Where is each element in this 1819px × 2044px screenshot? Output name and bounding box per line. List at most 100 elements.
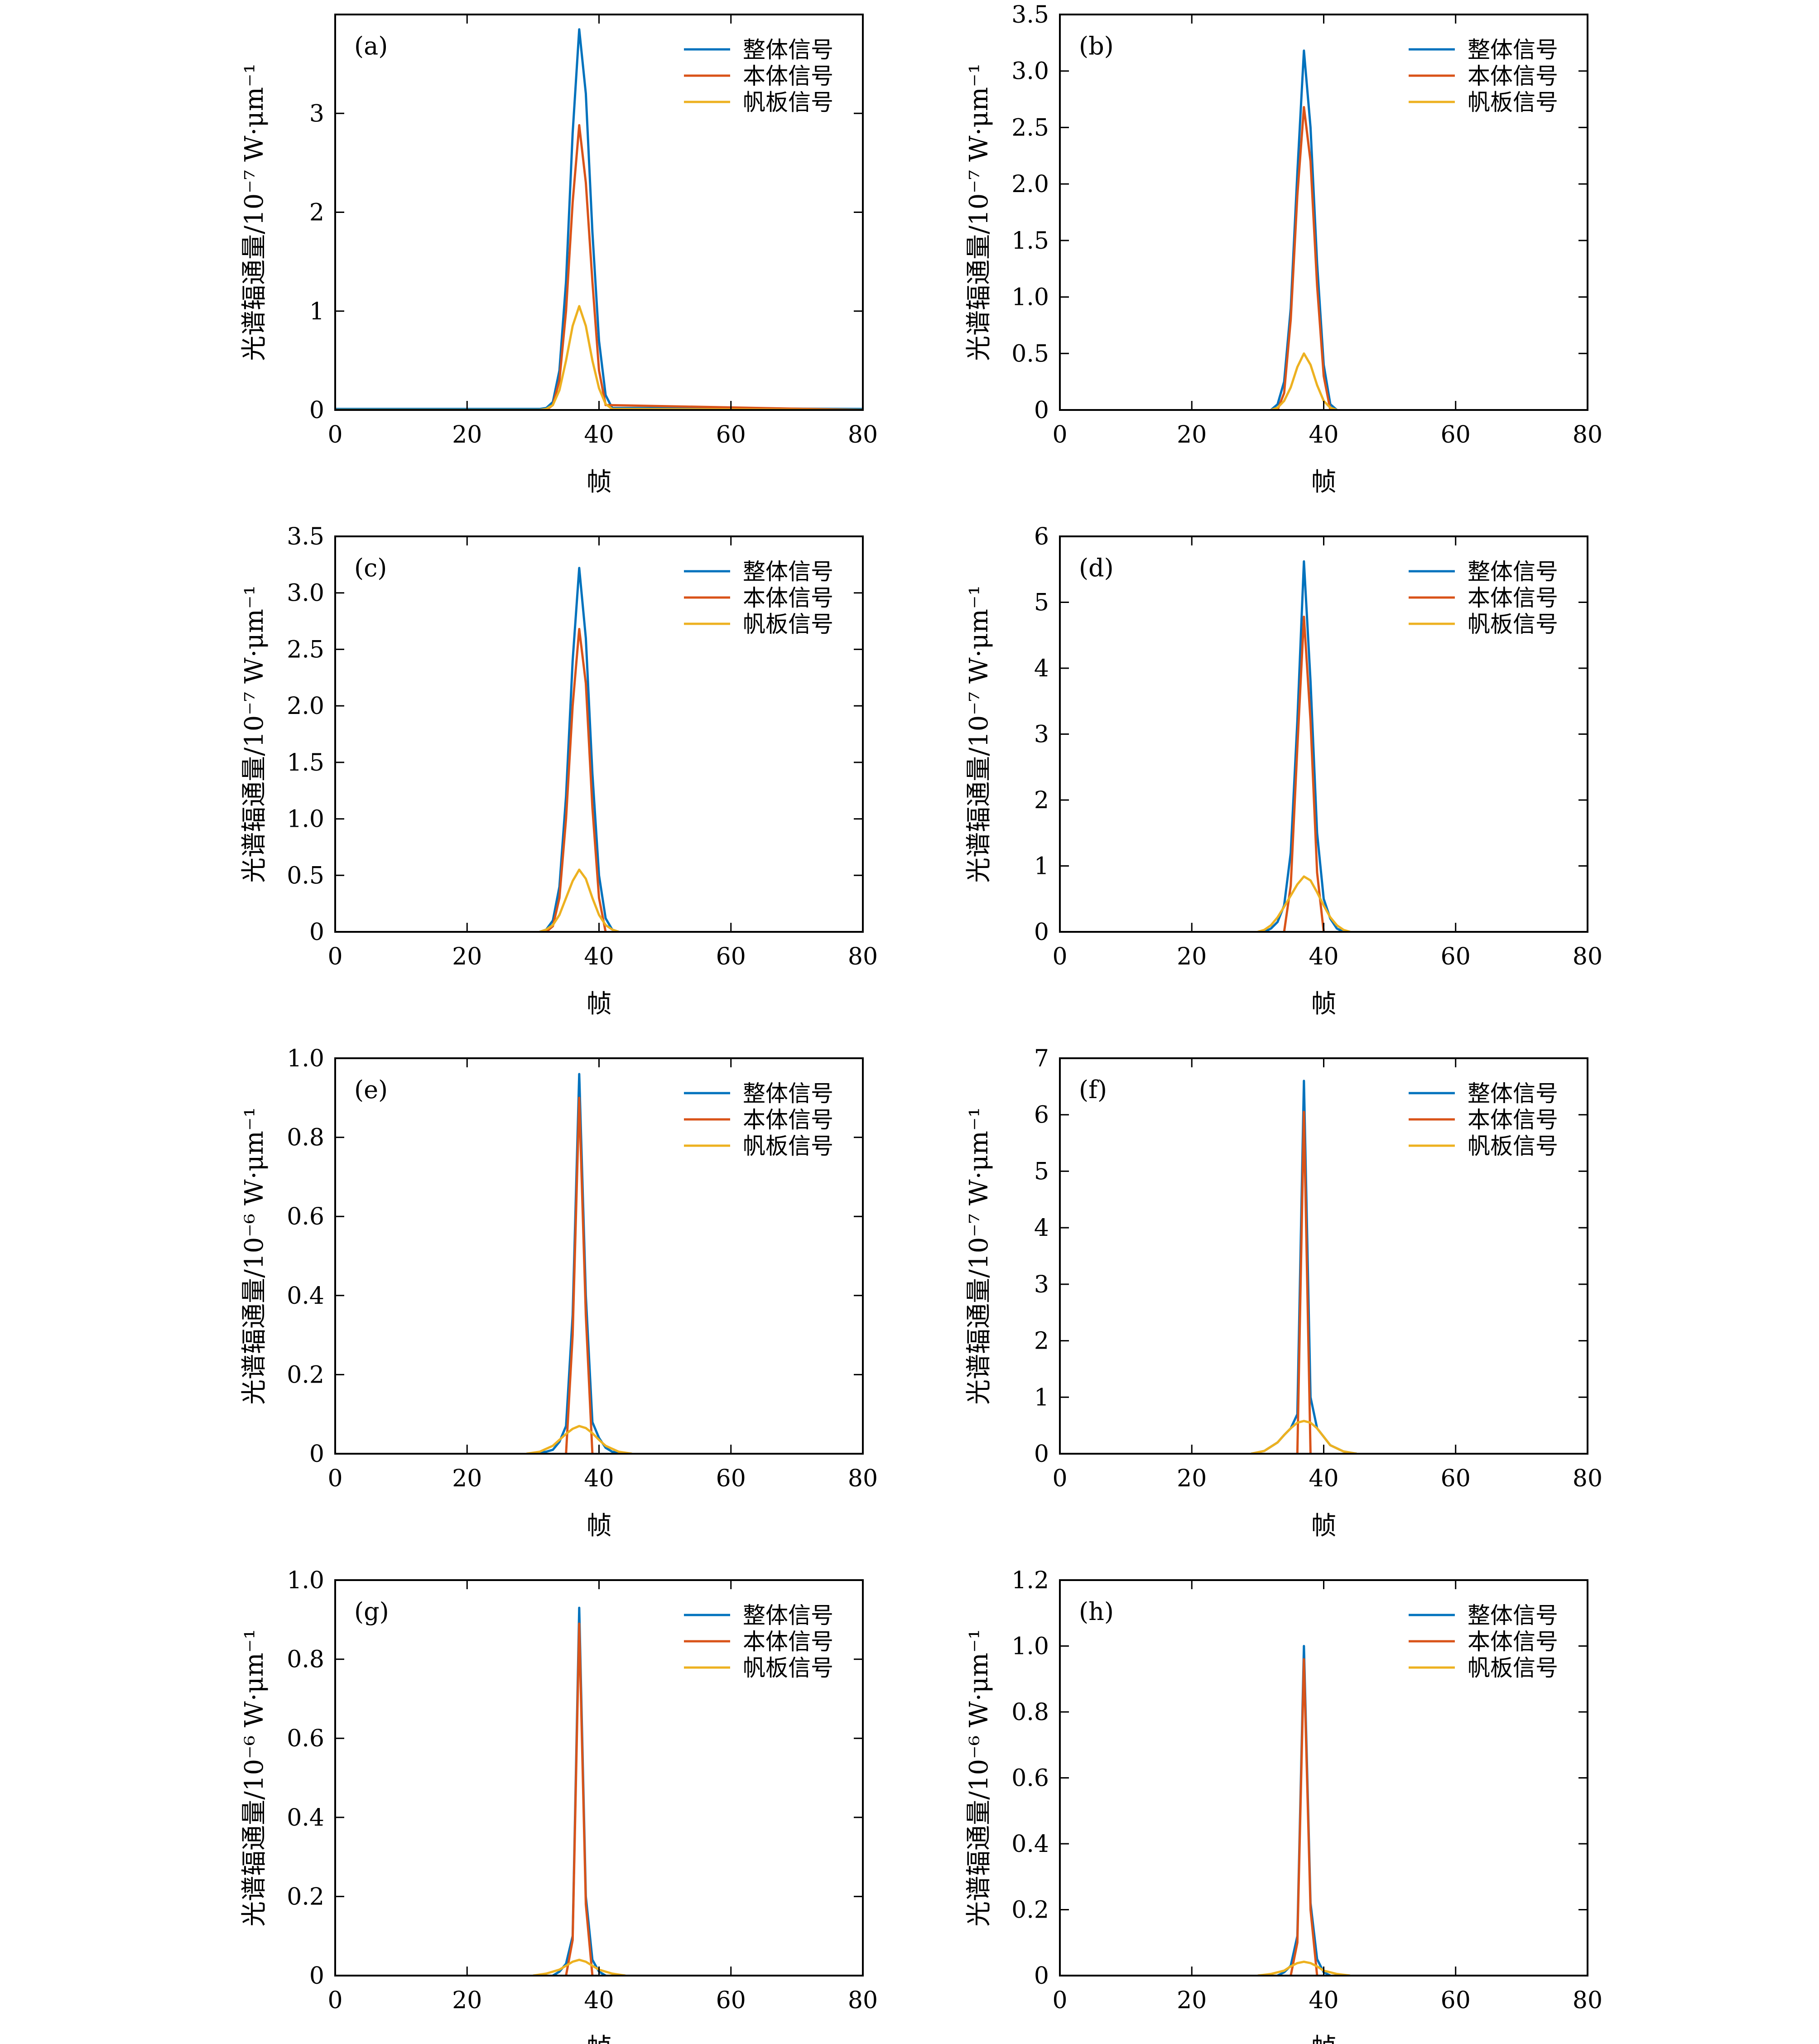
series-line (565, 1096, 594, 1454)
y-tick-label: 3.0 (287, 580, 324, 607)
series-lines (1251, 1080, 1357, 1454)
series-line (1283, 616, 1325, 932)
y-tick-label: 0.6 (1011, 1765, 1049, 1792)
series-line (539, 868, 620, 932)
x-tick-label: 60 (1441, 421, 1471, 448)
x-tick-label: 60 (1441, 1987, 1471, 2014)
y-axis-label: 光谱辐通量/10⁻⁷ W·μm⁻¹ (964, 63, 994, 361)
x-tick-label: 20 (1177, 1987, 1207, 2014)
x-axis-label: 帧 (587, 989, 612, 1019)
series-line (1270, 49, 1338, 410)
chart-panel: 0 20 40 60 80 0 0.2 0.4 0.6 0.8 1.0 帧 光谱辐通量/10⁻⁶ W·μ… (240, 1045, 878, 1541)
x-tick-label: 40 (1309, 1987, 1338, 2014)
series-lines (335, 28, 863, 410)
y-tick-label: 2.0 (287, 693, 324, 720)
x-tick-label: 80 (1573, 1465, 1602, 1492)
x-tick-label: 0 (1052, 1987, 1067, 2014)
y-tick-label: 3.0 (1011, 58, 1049, 85)
y-tick-label: 0.5 (287, 862, 324, 889)
legend-label: 帆板信号 (1468, 1133, 1558, 1159)
legend-label: 帆板信号 (1468, 1655, 1558, 1681)
x-axis-label: 帧 (1311, 2033, 1337, 2044)
x-tick-label: 0 (1052, 1465, 1067, 1492)
x-tick-label: 40 (584, 943, 614, 970)
x-tick-label: 20 (452, 421, 482, 448)
x-tick-label: 40 (584, 1987, 614, 2014)
y-tick-label: 1.0 (287, 1045, 324, 1072)
y-tick-label: 7 (1034, 1045, 1049, 1072)
y-tick-label: 4 (1034, 1215, 1049, 1242)
x-tick-label: 60 (716, 421, 746, 448)
x-tick-label: 80 (848, 421, 878, 448)
x-tick-label: 40 (584, 421, 614, 448)
x-tick-label: 80 (1573, 421, 1602, 448)
x-tick-label: 20 (1177, 943, 1207, 970)
y-tick-label: 0 (1034, 919, 1049, 946)
x-tick-label: 20 (1177, 1465, 1207, 1492)
x-tick-label: 60 (716, 1465, 746, 1492)
panel-label: (c) (354, 554, 387, 582)
y-tick-label: 0.4 (287, 1804, 324, 1832)
y-tick-label: 3.5 (1011, 1, 1049, 29)
x-tick-label: 20 (452, 1987, 482, 2014)
legend-label: 本体信号 (1468, 585, 1558, 611)
x-tick-label: 80 (848, 1465, 878, 1492)
y-tick-label: 3.5 (287, 523, 324, 550)
y-axis-label: 光谱辐通量/10⁻⁷ W·μm⁻¹ (240, 63, 269, 361)
series-line (1257, 1960, 1351, 1976)
y-tick-label: 0 (1034, 397, 1049, 424)
x-tick-label: 20 (452, 1465, 482, 1492)
chart-panel: 0 20 40 60 80 0 1 2 3 4 5 6 7 帧 光谱辐通量/10⁻⁷ W·μm⁻¹ (f) 整体… (964, 1045, 1602, 1541)
x-tick-label: 40 (1309, 943, 1338, 970)
y-tick-label: 5 (1034, 1158, 1049, 1185)
y-tick-label: 3 (1034, 1271, 1049, 1298)
x-tick-label: 80 (1573, 1987, 1602, 2014)
series-line (539, 567, 620, 932)
x-tick-label: 0 (327, 1465, 342, 1492)
y-axis-label: 光谱辐通量/10⁻⁷ W·μm⁻¹ (240, 585, 269, 883)
y-tick-label: 0 (1034, 1962, 1049, 1990)
x-tick-label: 0 (327, 1987, 342, 2014)
y-tick-label: 1.2 (1011, 1567, 1049, 1594)
legend-label: 整体信号 (1468, 1080, 1558, 1107)
legend-label: 整体信号 (1468, 37, 1558, 63)
y-tick-label: 1 (1034, 1384, 1049, 1411)
y-axis-label: 光谱辐通量/10⁻⁷ W·μm⁻¹ (964, 585, 994, 883)
y-tick-label: 2 (309, 199, 324, 227)
legend-label: 帆板信号 (1468, 611, 1558, 637)
x-tick-label: 40 (1309, 421, 1338, 448)
panel-label: (d) (1079, 554, 1114, 582)
y-tick-label: 0.6 (287, 1725, 324, 1752)
y-tick-label: 1.0 (287, 1567, 324, 1594)
x-tick-label: 40 (584, 1465, 614, 1492)
legend-label: 本体信号 (1468, 63, 1558, 89)
chart-panel: 0 20 40 60 80 0 0.5 1.0 1.5 2.0 2.5 3.0 3.5 帧 光谱辐通量/10… (964, 1, 1602, 497)
y-tick-label: 0 (309, 1962, 324, 1990)
y-axis-label: 光谱辐通量/10⁻⁷ W·μm⁻¹ (964, 1107, 994, 1405)
chart-panel: 0 20 40 60 80 0 1 2 3 帧 光谱辐通量/10⁻⁷ W·μm⁻¹ (a) 整体信号本体… (240, 14, 878, 497)
legend-label: 本体信号 (743, 63, 833, 89)
series-lines (526, 1073, 632, 1454)
x-tick-label: 60 (716, 1987, 746, 2014)
x-tick-label: 0 (327, 421, 342, 448)
y-tick-label: 1 (309, 298, 324, 325)
y-tick-label: 0.4 (1011, 1831, 1049, 1858)
y-tick-label: 5 (1034, 589, 1049, 617)
x-tick-label: 20 (1177, 421, 1207, 448)
legend-label: 整体信号 (743, 37, 833, 63)
y-axis-label: 光谱辐通量/10⁻⁶ W·μm⁻¹ (964, 1629, 994, 1927)
y-tick-label: 2 (1034, 1328, 1049, 1355)
y-tick-label: 0.2 (287, 1361, 324, 1388)
legend-label: 整体信号 (1468, 559, 1558, 585)
y-tick-label: 1.0 (287, 806, 324, 833)
series-line (1276, 106, 1332, 410)
x-tick-label: 40 (1309, 1465, 1338, 1492)
legend-label: 本体信号 (743, 1107, 833, 1133)
series-lines (1270, 49, 1338, 410)
